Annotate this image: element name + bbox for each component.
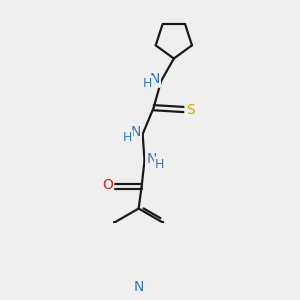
Text: H: H (142, 76, 152, 90)
Text: H: H (123, 131, 132, 144)
Text: N: N (149, 72, 160, 86)
Text: N: N (130, 125, 140, 139)
Text: O: O (102, 178, 113, 192)
Text: N: N (134, 280, 144, 294)
Text: H: H (155, 158, 165, 171)
Text: N: N (147, 152, 157, 166)
Text: S: S (186, 103, 195, 116)
